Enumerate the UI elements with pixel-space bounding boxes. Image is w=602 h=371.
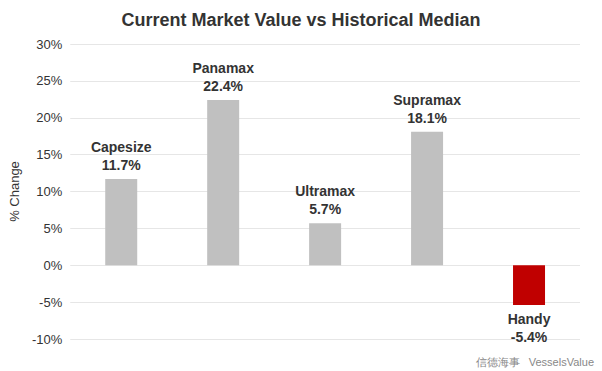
svg-text:0%: 0% xyxy=(43,258,62,273)
svg-text:% Change: % Change xyxy=(7,161,22,222)
svg-text:20%: 20% xyxy=(36,110,62,125)
svg-text:-5%: -5% xyxy=(39,295,63,310)
svg-text:Ultramax: Ultramax xyxy=(295,183,355,199)
svg-text:10%: 10% xyxy=(36,184,62,199)
svg-text:Capesize: Capesize xyxy=(91,139,152,155)
svg-text:Panamax: Panamax xyxy=(192,60,254,76)
svg-text:Supramax: Supramax xyxy=(393,92,461,108)
svg-text:15%: 15% xyxy=(36,147,62,162)
svg-text:信德海事 VesselsValue: 信德海事 VesselsValue xyxy=(476,356,594,368)
svg-text:25%: 25% xyxy=(36,73,62,88)
svg-text:18.1%: 18.1% xyxy=(407,110,447,126)
svg-text:-10%: -10% xyxy=(32,332,63,347)
svg-text:11.7%: 11.7% xyxy=(102,157,141,173)
svg-text:5%: 5% xyxy=(43,221,62,236)
svg-text:30%: 30% xyxy=(36,37,62,52)
svg-text:5.7%: 5.7% xyxy=(309,201,341,217)
svg-text:22.4%: 22.4% xyxy=(203,78,243,94)
svg-text:Handy: Handy xyxy=(508,311,551,327)
svg-text:-5.4%: -5.4% xyxy=(511,329,548,345)
svg-text:Current Market Value vs Histor: Current Market Value vs Historical Media… xyxy=(121,10,480,30)
